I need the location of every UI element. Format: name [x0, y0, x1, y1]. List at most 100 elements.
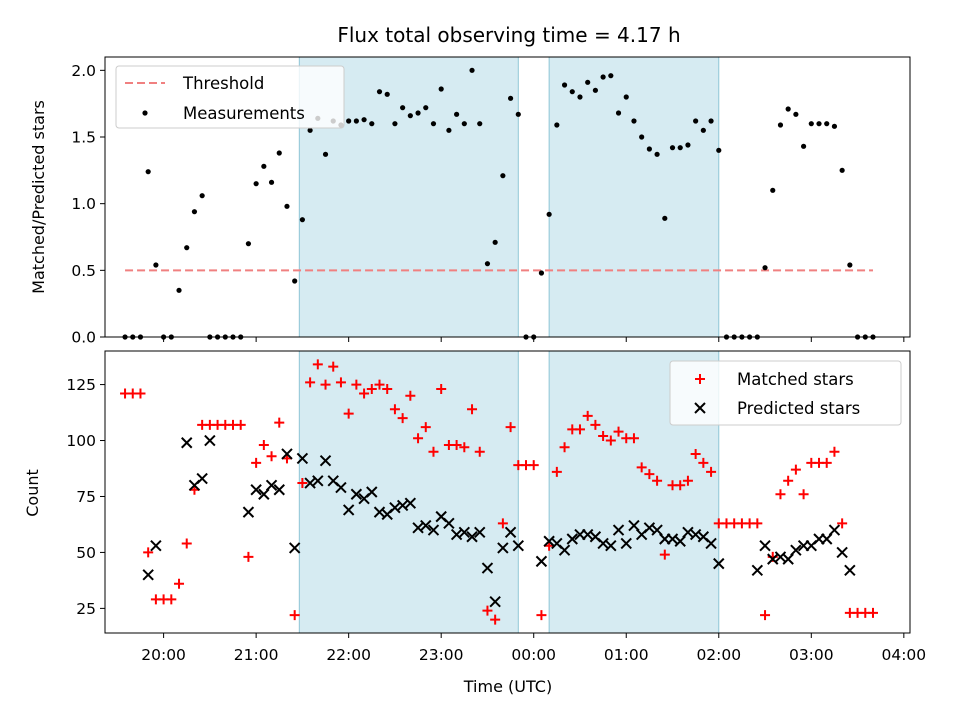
- measurement-point: [515, 111, 521, 117]
- matched-stars-point: [243, 551, 254, 562]
- measurement-point: [284, 203, 290, 209]
- matched-stars-point: [675, 480, 686, 491]
- matched-stars-point: [420, 422, 431, 433]
- y-tick-label: 50: [76, 544, 96, 562]
- measurement-point: [538, 270, 545, 276]
- matched-stars-point: [636, 462, 647, 473]
- matched-stars-point: [605, 435, 616, 446]
- matched-stars-point: [829, 446, 840, 457]
- measurement-point: [639, 134, 645, 140]
- measurement-point: [392, 121, 398, 127]
- y-tick-label: 2.0: [71, 62, 96, 80]
- measurement-point: [770, 187, 776, 193]
- measurement-point: [407, 113, 413, 119]
- matched-stars-point: [181, 538, 192, 549]
- matched-stars-point: [536, 610, 547, 621]
- matched-stars-point: [598, 431, 609, 442]
- predicted-stars-point: [828, 524, 841, 536]
- legend-matched-label: Matched stars: [737, 370, 854, 389]
- matched-stars-point: [405, 390, 416, 401]
- predicted-stars-point: [497, 542, 509, 554]
- matched-stars-point: [760, 610, 771, 621]
- measurement-point: [831, 123, 838, 129]
- measurement-point: [400, 105, 406, 111]
- matched-stars-point: [335, 377, 346, 388]
- matched-stars-point: [328, 361, 339, 372]
- matched-stars-point: [174, 578, 185, 589]
- predicted-stars-point: [366, 486, 378, 498]
- measurement-point: [816, 121, 822, 127]
- predicted-stars-point: [466, 531, 478, 543]
- matched-stars-point: [505, 422, 516, 433]
- matched-stars-point: [682, 475, 693, 486]
- measurement-point: [569, 89, 575, 95]
- matched-stars-point: [235, 419, 246, 430]
- matched-stars-point: [366, 384, 377, 395]
- matched-stars-point: [783, 475, 794, 486]
- predicted-stars-point: [836, 546, 848, 559]
- measurement-point: [507, 95, 514, 101]
- measurement-point: [369, 121, 375, 127]
- measurement-point: [184, 245, 190, 251]
- measurement-point: [199, 193, 205, 199]
- ratio-plot: 0.0 0.5 1.0 1.5 2.0 Threshold Measurements: [71, 56, 911, 347]
- matched-stars-point: [343, 408, 354, 419]
- predicted-stars-point: [350, 488, 363, 500]
- matched-stars-point: [497, 518, 508, 529]
- x-tick-label: 03:00: [789, 646, 834, 664]
- observing-window-2: [548, 56, 720, 338]
- top-legend: [115, 65, 345, 129]
- y-tick-label: 25: [76, 600, 96, 618]
- measurement-point: [615, 110, 622, 116]
- measurement-point: [654, 151, 660, 157]
- measurement-point: [446, 127, 452, 133]
- matched-stars-point: [790, 464, 801, 475]
- matched-stars-point: [258, 440, 269, 450]
- matched-stars-point: [474, 446, 485, 457]
- predicted-stars-point: [335, 481, 347, 494]
- measurement-point: [693, 118, 699, 124]
- predicted-stars-point: [612, 524, 625, 536]
- matched-stars-point: [374, 379, 385, 390]
- matched-stars-point: [490, 614, 501, 625]
- x-tick-label: 21:00: [234, 646, 279, 664]
- predicted-stars-point: [605, 540, 617, 552]
- matched-stars-point: [266, 451, 277, 462]
- measurement-point: [454, 111, 460, 117]
- matched-stars-point: [312, 359, 323, 370]
- measurement-point: [762, 265, 768, 271]
- y-tick-label: 0.5: [71, 262, 96, 280]
- matched-stars-point: [559, 442, 570, 453]
- measurement-point: [376, 89, 383, 95]
- matched-stars-point: [652, 475, 663, 486]
- legend-threshold-label: Threshold: [182, 74, 264, 93]
- x-tick-label: 02:00: [696, 646, 741, 664]
- predicted-stars-point: [790, 544, 802, 556]
- predicted-stars-point: [481, 562, 494, 574]
- measurement-point: [191, 209, 198, 215]
- predicted-stars-point: [535, 555, 548, 568]
- predicted-stars-point: [196, 472, 208, 485]
- chart-title: Flux total observing time = 4.17 h: [337, 23, 680, 47]
- predicted-stars-point: [319, 454, 332, 467]
- measurement-point: [430, 121, 437, 127]
- predicted-stars-point: [759, 540, 771, 552]
- predicted-stars-point: [420, 519, 432, 532]
- x-tick-label: 23:00: [419, 646, 464, 664]
- legend-predicted-swatch: [694, 402, 706, 414]
- measurement-point: [361, 117, 367, 123]
- predicted-stars-point: [443, 517, 455, 530]
- observing-window-1: [298, 350, 519, 634]
- measurement-point: [646, 146, 652, 152]
- axes-frame: [104, 56, 911, 338]
- measurement-point: [438, 86, 444, 92]
- matched-stars-point: [289, 610, 300, 621]
- predicted-stars-point: [512, 540, 525, 552]
- measurement-point: [808, 121, 814, 127]
- predicted-stars-point: [250, 484, 262, 496]
- measurement-point: [554, 122, 560, 128]
- measurement-point: [384, 91, 390, 97]
- measurement-point: [353, 118, 359, 124]
- predicted-stars-point: [474, 526, 486, 538]
